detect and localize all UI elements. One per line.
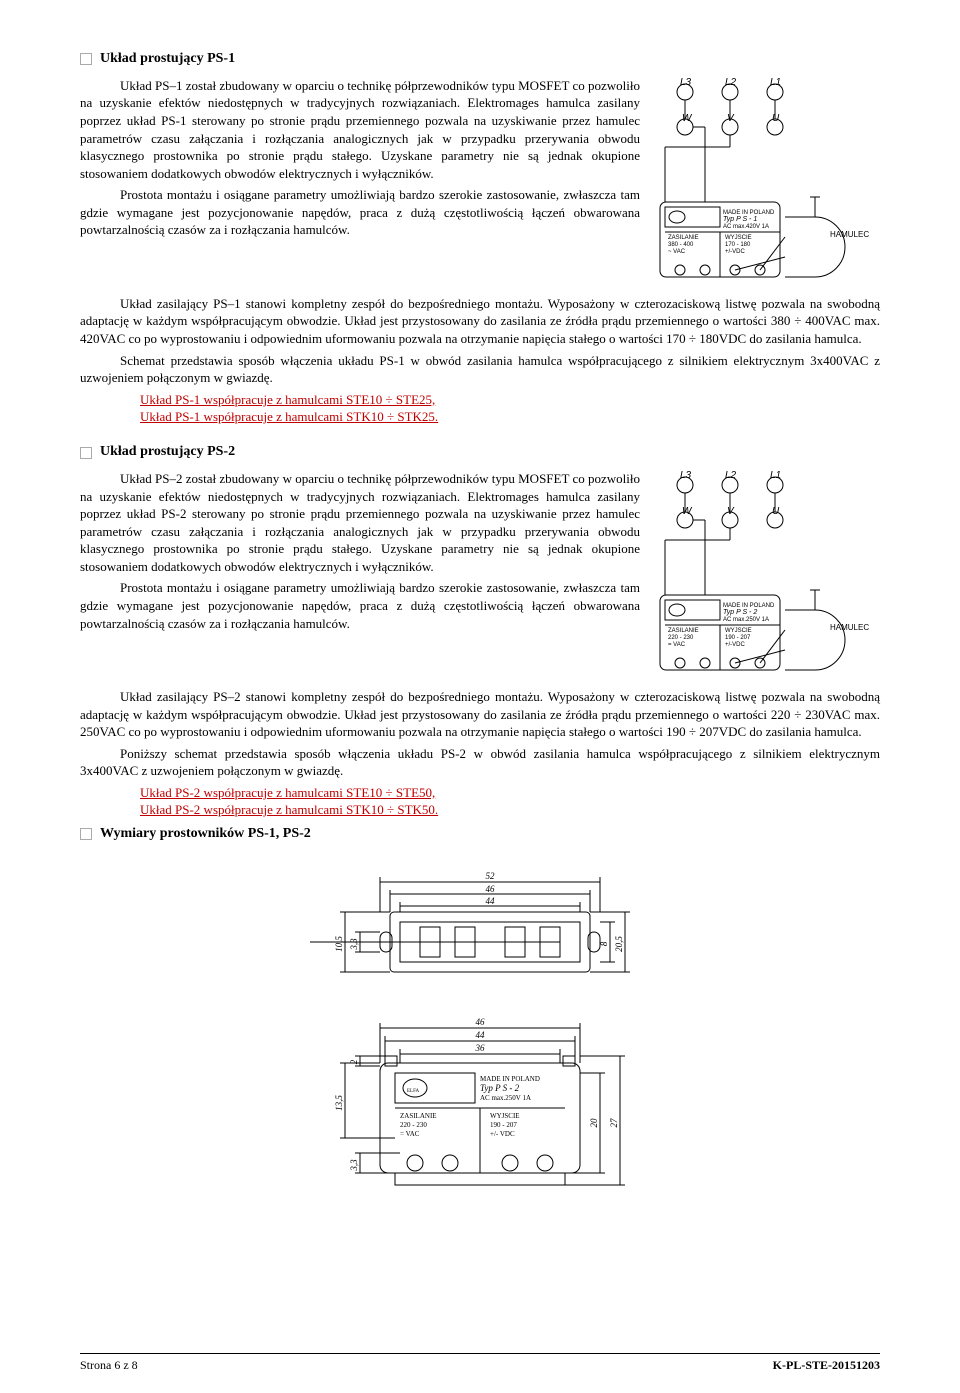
section2-title: Układ prostujący PS-2 bbox=[100, 443, 235, 462]
svg-text:46: 46 bbox=[486, 884, 496, 894]
svg-text:36: 36 bbox=[475, 1043, 486, 1053]
svg-text:L3: L3 bbox=[680, 77, 692, 88]
svg-text:W: W bbox=[682, 506, 693, 517]
svg-text:+/-VDC: +/-VDC bbox=[725, 642, 746, 648]
svg-text:52: 52 bbox=[486, 871, 496, 881]
schematic-ps2: L3 L2 L1 W V U MADE IN POLAND Typ P S - … bbox=[655, 470, 880, 680]
sec1-link1[interactable]: Układ PS-1 współpracuje z hamulcami STE1… bbox=[140, 391, 880, 409]
section1-header: Układ prostujący PS-1 bbox=[80, 50, 880, 69]
svg-text:380 - 400: 380 - 400 bbox=[668, 242, 694, 248]
footer-page: Strona 6 z 8 bbox=[80, 1357, 138, 1373]
svg-text:W: W bbox=[682, 113, 693, 124]
svg-text:U: U bbox=[772, 113, 780, 124]
svg-text:V: V bbox=[727, 506, 735, 517]
sec1-link2[interactable]: Układ PS-1 współpracuje z hamulcami STK1… bbox=[140, 408, 880, 426]
dimensions-top-view: 52 46 44 3,3 10,5 8 20,5 bbox=[80, 852, 880, 1002]
schematic-ps1: L3 L2 L1 W V U MADE IN POLAND Typ P S - … bbox=[655, 77, 880, 287]
svg-text:8: 8 bbox=[599, 941, 609, 946]
svg-text:44: 44 bbox=[486, 896, 496, 906]
sec2-p4: Poniższy schemat przedstawia sposób włąc… bbox=[80, 745, 880, 780]
svg-text:220 - 230: 220 - 230 bbox=[400, 1121, 427, 1129]
svg-text:L1: L1 bbox=[770, 470, 781, 481]
bullet-icon bbox=[80, 828, 92, 840]
sec1-p3: Układ zasilający PS–1 stanowi kompletny … bbox=[80, 295, 880, 348]
svg-text:20: 20 bbox=[589, 1118, 599, 1128]
svg-text:AC max.420V 1A: AC max.420V 1A bbox=[723, 224, 769, 230]
svg-text:46: 46 bbox=[476, 1017, 486, 1027]
svg-text:190 - 207: 190 - 207 bbox=[490, 1121, 517, 1129]
svg-text:10,5: 10,5 bbox=[334, 936, 344, 952]
svg-text:AC max.250V 1A: AC max.250V 1A bbox=[480, 1094, 531, 1102]
svg-text:3,3: 3,3 bbox=[349, 1159, 359, 1172]
svg-text:HAMULEC: HAMULEC bbox=[830, 623, 869, 632]
svg-text:ELFA: ELFA bbox=[407, 1089, 420, 1094]
svg-text:AC max.250V 1A: AC max.250V 1A bbox=[723, 617, 769, 623]
section3-header: Wymiary prostowników PS-1, PS-2 bbox=[80, 825, 880, 844]
svg-text:+/-VDC: +/-VDC bbox=[725, 249, 746, 255]
bullet-icon bbox=[80, 447, 92, 459]
svg-text:190 - 207: 190 - 207 bbox=[725, 635, 751, 641]
svg-text:ZASILANIE: ZASILANIE bbox=[668, 628, 699, 634]
dimensions-front-view: 46 44 36 2 13,5 3,3 20 27 MADE IN POLAND… bbox=[80, 1008, 880, 1208]
svg-text:170 - 180: 170 - 180 bbox=[725, 242, 751, 248]
svg-text:V: V bbox=[727, 113, 735, 124]
svg-text:220 - 230: 220 - 230 bbox=[668, 635, 694, 641]
section2-header: Układ prostujący PS-2 bbox=[80, 443, 880, 462]
sec1-p4: Schemat przedstawia sposób włączenia ukł… bbox=[80, 352, 880, 387]
svg-text:Typ P S - 1: Typ P S - 1 bbox=[723, 216, 757, 223]
svg-text:2: 2 bbox=[349, 1059, 359, 1064]
svg-text:HAMULEC: HAMULEC bbox=[830, 230, 869, 239]
page-footer: Strona 6 z 8 K-PL-STE-20151203 bbox=[80, 1353, 880, 1373]
svg-text:3,3: 3,3 bbox=[349, 938, 359, 951]
svg-text:= VAC: = VAC bbox=[400, 1130, 420, 1138]
svg-text:44: 44 bbox=[476, 1030, 486, 1040]
svg-text:L1: L1 bbox=[770, 77, 781, 88]
svg-text:U: U bbox=[772, 506, 780, 517]
svg-text:L2: L2 bbox=[725, 77, 737, 88]
svg-text:ZASILANIE: ZASILANIE bbox=[400, 1112, 437, 1120]
svg-text:L2: L2 bbox=[725, 470, 737, 481]
sec2-link2[interactable]: Układ PS-2 współpracuje z hamulcami STK1… bbox=[140, 801, 880, 819]
svg-text:= VAC: = VAC bbox=[668, 642, 686, 648]
svg-text:MADE IN POLAND: MADE IN POLAND bbox=[480, 1075, 540, 1083]
svg-text:WYJSCIE: WYJSCIE bbox=[725, 628, 752, 634]
bullet-icon bbox=[80, 53, 92, 65]
svg-text:20,5: 20,5 bbox=[614, 936, 624, 952]
svg-text:+/- VDC: +/- VDC bbox=[490, 1130, 515, 1138]
svg-text:~ VAC: ~ VAC bbox=[668, 249, 686, 255]
sec2-link1[interactable]: Układ PS-2 współpracuje z hamulcami STE1… bbox=[140, 784, 880, 802]
section3-title: Wymiary prostowników PS-1, PS-2 bbox=[100, 825, 311, 844]
svg-text:Typ P S - 2: Typ P S - 2 bbox=[723, 609, 757, 616]
svg-text:27: 27 bbox=[609, 1118, 619, 1128]
svg-text:Typ P S - 2: Typ P S - 2 bbox=[480, 1083, 520, 1093]
svg-text:L3: L3 bbox=[680, 470, 692, 481]
svg-text:ZASILANIE: ZASILANIE bbox=[668, 235, 699, 241]
footer-docid: K-PL-STE-20151203 bbox=[773, 1357, 880, 1373]
sec2-p3: Układ zasilający PS–2 stanowi kompletny … bbox=[80, 688, 880, 741]
svg-text:13,5: 13,5 bbox=[334, 1095, 344, 1111]
section1-title: Układ prostujący PS-1 bbox=[100, 50, 235, 69]
svg-text:WYJSCIE: WYJSCIE bbox=[490, 1112, 520, 1120]
svg-text:WYJSCIE: WYJSCIE bbox=[725, 235, 752, 241]
